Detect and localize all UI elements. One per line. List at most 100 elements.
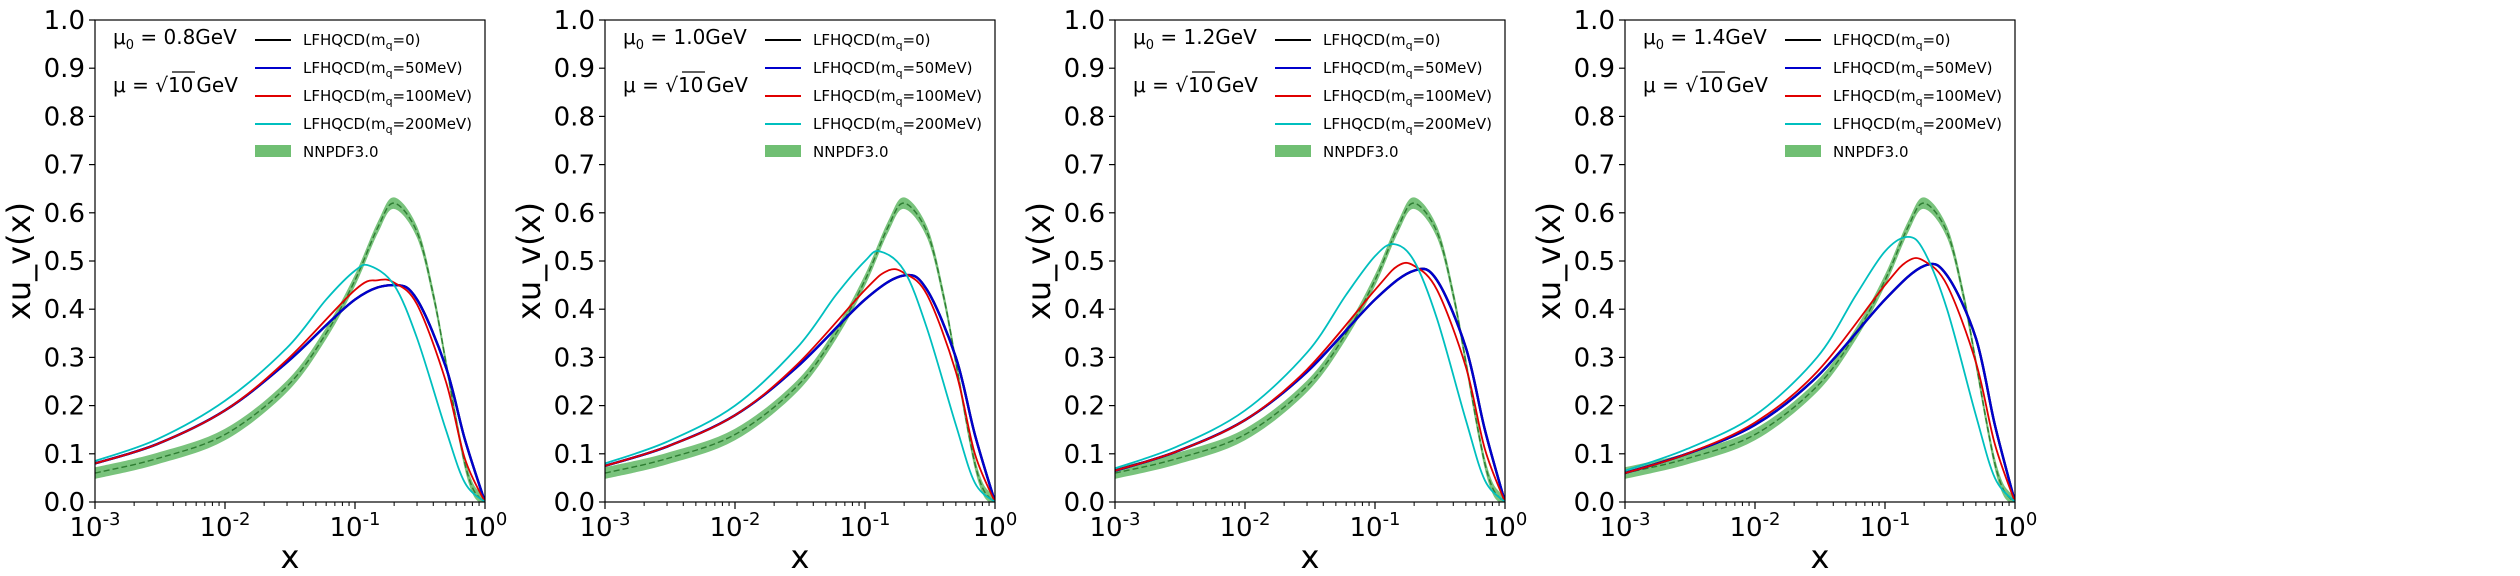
x-tick-exp: -1 [1893, 509, 1911, 530]
y-tick-label: 0.4 [1574, 295, 1615, 325]
legend-label: LFHQCD(mq=50MeV) [1323, 59, 1483, 80]
legend-swatch-nnpdf [1275, 145, 1311, 157]
chart-panel-3: 0.00.10.20.30.40.50.60.70.80.91.010-3 10-… [1020, 6, 1527, 576]
y-tick-label: 0.6 [554, 199, 595, 229]
nnpdf-band [605, 197, 995, 502]
x-tick-base: 10 [1089, 513, 1122, 543]
x-tick-exp: -3 [1633, 509, 1651, 530]
x-tick-label: 10-3 [579, 509, 630, 543]
x-tick-base: 10 [1219, 513, 1252, 543]
nnpdf-band [1625, 197, 2015, 502]
x-tick-base: 10 [1859, 513, 1892, 543]
x-tick-base: 10 [579, 513, 612, 543]
legend-label: LFHQCD(mq=100MeV) [1323, 87, 1492, 108]
series-line-mq100 [95, 278, 485, 502]
y-tick-label: 0.0 [1064, 488, 1105, 518]
mu-annotation: μ = √10 GeV [1133, 73, 1258, 97]
y-tick-label: 0.4 [44, 295, 85, 325]
legend-sub: q [1406, 123, 1413, 136]
y-tick-label: 0.8 [1574, 102, 1615, 132]
y-tick-label: 0.6 [44, 199, 85, 229]
legend-tail: =200MeV) [1923, 115, 2002, 133]
series-group [605, 197, 995, 502]
legend-name: NNPDF3.0 [303, 143, 379, 161]
sqrt-sign: √ [665, 73, 678, 97]
mu0-symbol: μ [113, 25, 126, 49]
legend-name: LFHQCD(m [813, 59, 896, 77]
legend-sub: q [896, 39, 903, 52]
legend-name: LFHQCD(m [303, 59, 386, 77]
legend-name: LFHQCD(m [813, 31, 896, 49]
series-line-mq100 [1115, 261, 1505, 502]
mu-unit: GeV [1726, 73, 1768, 97]
x-tick-label: 100 [463, 509, 508, 543]
y-tick-label: 0.6 [1064, 199, 1105, 229]
series-line-mq50 [1625, 262, 2015, 502]
x-axis-label: x [281, 538, 300, 576]
x-tick-base: 10 [973, 513, 1006, 543]
mu-value: 10 [678, 73, 703, 97]
y-tick-label: 1.0 [1064, 6, 1105, 36]
legend-tail: =0) [1413, 31, 1441, 49]
y-tick-label: 1.0 [1574, 6, 1615, 36]
legend-name: LFHQCD(m [1323, 87, 1406, 105]
x-tick-label: 10-2 [199, 509, 250, 543]
y-tick-label: 0.9 [44, 54, 85, 84]
legend-name: LFHQCD(m [813, 87, 896, 105]
x-tick-exp: 0 [2026, 509, 2037, 530]
legend-label: LFHQCD(mq=100MeV) [303, 87, 472, 108]
legend-label: LFHQCD(mq=50MeV) [1833, 59, 1993, 80]
y-tick-label: 0.5 [1574, 247, 1615, 277]
legend-label: LFHQCD(mq=200MeV) [1323, 115, 1492, 136]
mu0-symbol: μ [1643, 25, 1656, 49]
series-group [1115, 197, 1505, 502]
sqrt-sign: √ [1175, 73, 1188, 97]
mu-value: 10 [1698, 73, 1723, 97]
x-tick-label: 10-3 [69, 509, 120, 543]
x-tick-label: 10-2 [709, 509, 760, 543]
legend-tail: =100MeV) [1923, 87, 2002, 105]
mu-annotation: μ = √10 GeV [623, 73, 748, 97]
x-axis-label: x [1301, 538, 1320, 576]
legend-name: LFHQCD(m [1833, 87, 1916, 105]
y-tick-label: 1.0 [554, 6, 595, 36]
legend-label: LFHQCD(mq=0) [1833, 31, 1951, 52]
y-tick-label: 0.2 [1574, 392, 1615, 422]
legend-sub: q [896, 67, 903, 80]
legend-name: LFHQCD(m [1833, 59, 1916, 77]
x-tick-label: 10-2 [1219, 509, 1270, 543]
x-tick-base: 10 [709, 513, 742, 543]
x-tick-label: 100 [973, 509, 1018, 543]
nnpdf-center-line [1625, 202, 2015, 502]
mu0-symbol: μ [1133, 25, 1146, 49]
y-tick-label: 0.3 [1064, 343, 1105, 373]
x-tick-label: 10-1 [329, 509, 380, 543]
x-tick-exp: 0 [1006, 509, 1017, 530]
legend-label: LFHQCD(mq=0) [303, 31, 421, 52]
y-tick-label: 0.6 [1574, 199, 1615, 229]
legend-sub: q [386, 67, 393, 80]
y-tick-label: 0.7 [554, 151, 595, 181]
legend-name: NNPDF3.0 [1833, 143, 1909, 161]
legend-sub: q [1406, 67, 1413, 80]
mu0-annotation: μ0 = 1.0GeV [623, 25, 747, 53]
y-tick-label: 0.1 [554, 440, 595, 470]
series-line-mq200 [95, 263, 485, 502]
legend-name: LFHQCD(m [813, 115, 896, 133]
y-tick-label: 0.9 [1064, 54, 1105, 84]
legend-label: LFHQCD(mq=200MeV) [813, 115, 982, 136]
x-tick-label: 10-3 [1089, 509, 1140, 543]
legend-sub: q [896, 123, 903, 136]
x-tick-base: 10 [1483, 513, 1516, 543]
y-tick-label: 0.1 [1064, 440, 1105, 470]
mu0-annotation: μ0 = 0.8GeV [113, 25, 237, 53]
legend-tail: =100MeV) [903, 87, 982, 105]
x-tick-exp: -2 [233, 509, 251, 530]
mu-unit: GeV [196, 73, 238, 97]
nnpdf-center-line [1115, 202, 1505, 502]
x-tick-label: 10-1 [839, 509, 890, 543]
y-tick-label: 0.3 [44, 343, 85, 373]
nnpdf-center-line [95, 202, 485, 502]
x-tick-base: 10 [839, 513, 872, 543]
nnpdf-center-line [605, 202, 995, 502]
